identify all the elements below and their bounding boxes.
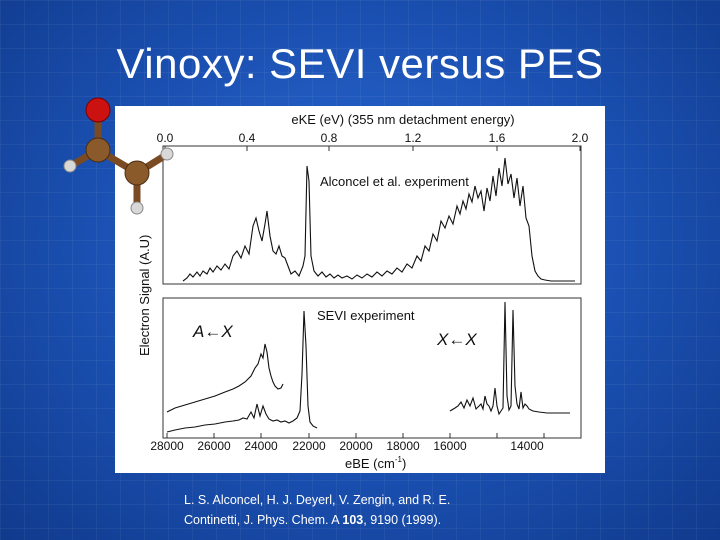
bottom-tick-label: 26000 (197, 439, 231, 453)
bottom-axis-label-text: eBE (cm (345, 456, 395, 471)
reference-citation: L. S. Alconcel, H. J. Deyerl, V. Zengin,… (184, 490, 544, 530)
band-label-right: X←X (436, 330, 477, 349)
spectra-plot: eKE (eV) (355 nm detachment energy) 0.0 … (137, 112, 589, 471)
bottom-tick-label: 22000 (292, 439, 326, 453)
slide-title: Vinoxy: SEVI versus PES (116, 40, 604, 87)
bottom-tick-label: 20000 (339, 439, 373, 453)
upper-panel-frame (162, 145, 582, 285)
band-label-left: A←X (192, 322, 233, 341)
y-axis-label: Electron Signal (A.U) (137, 235, 152, 356)
vinoxy-molecule-model (63, 97, 174, 215)
top-tick-label: 1.2 (405, 131, 422, 145)
top-tick-label: 0.8 (321, 131, 338, 145)
bottom-tick-label: 18000 (386, 439, 420, 453)
top-tick-label: 2.0 (572, 131, 589, 145)
oxygen-atom (85, 97, 111, 123)
top-tick-label: 0.4 (239, 131, 256, 145)
bottom-tick-label: 24000 (244, 439, 278, 453)
citation-line-2: Continetti, J. Phys. Chem. A 103, 9190 (… (184, 510, 544, 530)
citation-line-2-prefix: Continetti, J. Phys. Chem. A (184, 513, 343, 527)
top-axis-label: eKE (eV) (355 nm detachment energy) (291, 112, 514, 127)
hydrogen-atom (160, 147, 174, 161)
bottom-tick-label: 16000 (433, 439, 467, 453)
sevi-ground-band-trace (449, 301, 570, 416)
upper-panel-label: Alconcel et al. experiment (320, 174, 469, 189)
carbon-atom (85, 137, 111, 163)
bottom-axis-label: eBE (cm-1) (345, 455, 406, 471)
citation-volume: 103 (342, 513, 364, 527)
lower-panel-label: SEVI experiment (317, 308, 415, 323)
lower-panel-frame (162, 297, 582, 439)
hydrogen-atom (130, 201, 144, 215)
carbon-atom (124, 160, 150, 186)
bottom-tick-label: 14000 (510, 439, 544, 453)
bottom-tick-label: 28000 (150, 439, 184, 453)
citation-line-1: L. S. Alconcel, H. J. Deyerl, V. Zengin,… (184, 493, 451, 507)
spectra-figure: eKE (eV) (355 nm detachment energy) 0.0 … (115, 106, 605, 473)
hydrogen-atom (63, 159, 77, 173)
pes-spectrum-trace (182, 157, 575, 282)
citation-line-2-suffix: , 9190 (1999). (363, 513, 442, 527)
top-tick-label: 1.6 (489, 131, 506, 145)
bottom-axis-superscript: -1 (395, 455, 403, 464)
bottom-axis-close: ) (402, 456, 406, 471)
top-tick-label: 0.0 (157, 131, 174, 145)
sevi-overview-trace (166, 343, 284, 413)
sevi-highres-trace (166, 310, 318, 433)
